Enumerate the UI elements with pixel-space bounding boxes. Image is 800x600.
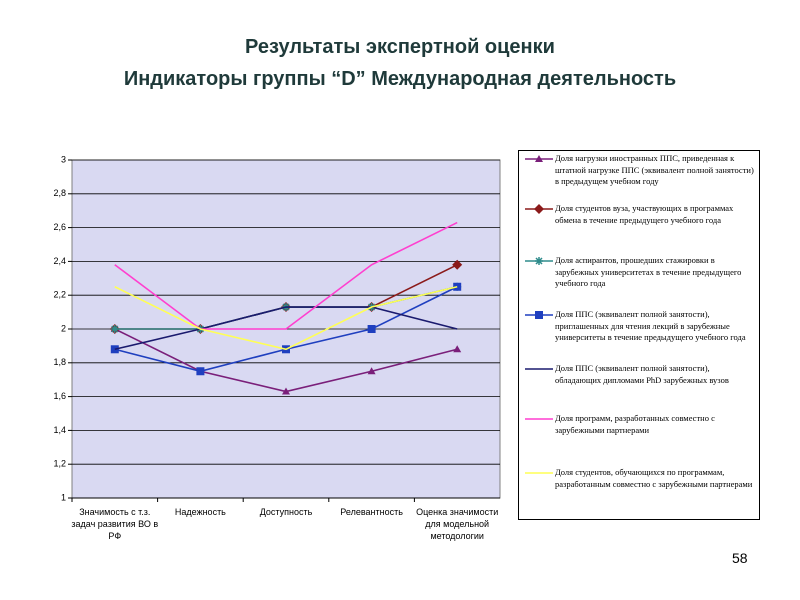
- y-tick-label: 2,2: [53, 290, 66, 300]
- legend-entry: Доля нагрузки иностранных ППС, приведенн…: [523, 153, 755, 188]
- marker: [535, 257, 543, 265]
- slide-title: Результаты экспертной оценки: [245, 36, 555, 58]
- y-tick-label: 2,6: [53, 222, 66, 232]
- series-line: [114, 285, 458, 351]
- y-tick-label: 1,8: [53, 357, 66, 367]
- y-tick-label: 1,6: [53, 391, 66, 401]
- marker: [535, 155, 543, 162]
- marker: [282, 387, 290, 395]
- slide-subtitle: Индикаторы группы “D” Международная деят…: [123, 68, 677, 90]
- legend-label: Доля аспирантов, прошедших стажировки в …: [555, 255, 742, 288]
- legend-entry: Доля студентов, обучающихся по программа…: [523, 467, 755, 490]
- marker: [535, 311, 543, 319]
- legend: Доля нагрузки иностранных ППС, приведенн…: [518, 150, 760, 520]
- legend-label: Доля нагрузки иностранных ППС, приведенн…: [555, 153, 754, 186]
- x-tick-label: Доступность: [259, 507, 313, 517]
- legend-label: Доля программ, разработанных совместно с…: [555, 413, 715, 435]
- legend-swatch: [525, 418, 553, 420]
- legend-label: Доля ППС (эквивалент полной занятости), …: [555, 363, 729, 385]
- x-tick-label: Надежность: [174, 507, 226, 517]
- y-tick-label: 1,2: [53, 459, 66, 469]
- legend-swatch: [525, 472, 553, 474]
- legend-label: Доля ППС (эквивалент полной занятости), …: [555, 309, 746, 342]
- legend-entry: Доля ППС (эквивалент полной занятости), …: [523, 309, 755, 344]
- y-tick-label: 1,4: [53, 425, 66, 435]
- marker: [110, 325, 119, 333]
- marker: [452, 259, 463, 270]
- legend-label: Доля студентов, обучающихся по программа…: [555, 467, 753, 489]
- x-tick-label: Значимость с т.з. задач развития ВО в РФ: [71, 507, 159, 541]
- legend-swatch: [525, 311, 553, 319]
- legend-swatch: [525, 155, 553, 162]
- marker: [367, 367, 376, 375]
- y-tick-label: 1: [61, 492, 66, 502]
- x-tick-label: Оценка значимости для модельной методоло…: [416, 507, 499, 541]
- y-tick-label: 3: [61, 154, 66, 164]
- legend-swatch: [525, 204, 553, 214]
- y-tick-label: 2,8: [53, 188, 66, 198]
- y-tick-label: 2: [61, 323, 66, 333]
- series-line: [114, 306, 458, 351]
- legend-swatch: [525, 257, 553, 265]
- y-tick-label: 2,4: [53, 256, 66, 266]
- series-line: [114, 221, 458, 330]
- marker: [367, 325, 376, 333]
- marker: [534, 204, 544, 214]
- legend-entry: Доля программ, разработанных совместно с…: [523, 413, 755, 436]
- legend-swatch: [525, 368, 553, 370]
- legend-entry: Доля ППС (эквивалент полной занятости), …: [523, 363, 755, 386]
- marker: [196, 367, 205, 376]
- legend-entry: Доля аспирантов, прошедших стажировки в …: [523, 255, 755, 290]
- legend-entry: Доля студентов вуза, участвующих в прогр…: [523, 203, 755, 226]
- legend-label: Доля студентов вуза, участвующих в прогр…: [555, 203, 734, 225]
- marker: [453, 345, 462, 353]
- x-tick-label: Релевантность: [340, 507, 403, 517]
- slide-number: 58: [732, 550, 748, 566]
